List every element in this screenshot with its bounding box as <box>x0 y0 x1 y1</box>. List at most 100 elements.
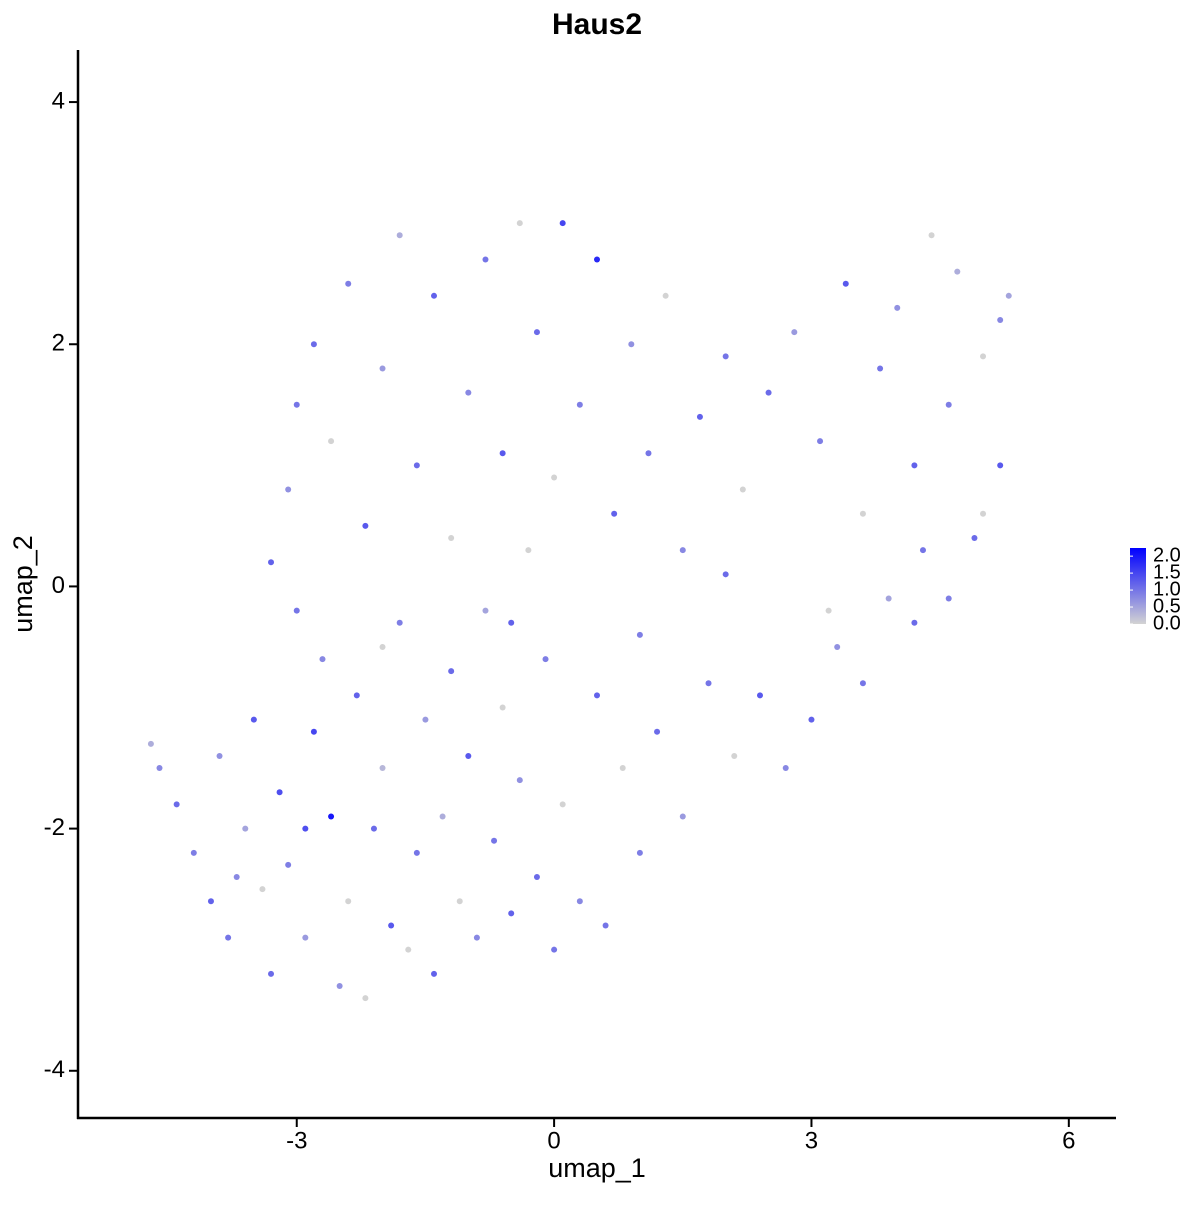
cell-point <box>190 849 197 856</box>
cell-point <box>636 849 643 856</box>
cell-point <box>482 607 489 614</box>
x-tick-label: 6 <box>1062 1127 1075 1154</box>
cell-point <box>1005 292 1012 299</box>
cell-point <box>516 777 523 784</box>
cell-point <box>594 256 600 263</box>
cell-point <box>473 934 480 941</box>
cell-point <box>268 970 275 977</box>
cell-point <box>885 595 892 602</box>
cell-point <box>611 510 618 517</box>
cell-point <box>662 292 669 299</box>
cell-point <box>645 450 652 457</box>
colorbar-label: 0.5 <box>1153 595 1181 617</box>
cell-point <box>731 752 738 759</box>
cell-point <box>911 462 918 469</box>
cell-point <box>859 510 866 517</box>
cell-point <box>310 341 317 348</box>
cell-point <box>310 728 317 735</box>
cell-point <box>216 752 223 759</box>
cell-point <box>293 401 300 408</box>
cell-point <box>233 874 240 881</box>
cell-point <box>508 910 515 917</box>
cell-point <box>997 462 1004 469</box>
cell-point <box>413 849 420 856</box>
cell-point <box>542 656 549 663</box>
cell-point <box>911 619 918 626</box>
cell-point <box>971 534 978 541</box>
cell-point <box>285 486 292 493</box>
cell-point <box>756 692 763 699</box>
cell-point <box>825 607 832 614</box>
x-axis-label: umap_1 <box>548 1153 646 1183</box>
cell-point <box>225 934 232 941</box>
cell-point <box>791 329 798 336</box>
x-tick-label: 3 <box>805 1127 818 1154</box>
cell-point <box>259 886 266 893</box>
cell-point <box>302 934 309 941</box>
cell-point <box>362 522 369 529</box>
cell-point <box>696 413 703 420</box>
cell-point <box>439 813 446 820</box>
cell-point <box>465 752 472 759</box>
cell-point <box>276 789 283 796</box>
cell-point <box>388 922 395 929</box>
cell-point <box>345 898 352 905</box>
x-tick-label: -3 <box>286 1127 307 1154</box>
colorbar-label: 1.5 <box>1153 561 1181 583</box>
cell-point <box>448 534 455 541</box>
cell-point <box>559 220 566 227</box>
colorbar-label: 0.0 <box>1153 612 1181 634</box>
cell-point <box>722 571 729 578</box>
cell-point <box>207 898 214 905</box>
cell-point <box>679 547 686 554</box>
cell-point <box>576 898 583 905</box>
cell-point <box>147 740 154 747</box>
cell-point <box>328 438 335 445</box>
cell-point <box>156 765 163 772</box>
cell-point <box>362 995 369 1002</box>
cell-point <box>654 728 661 735</box>
cell-point <box>705 680 712 687</box>
cell-point <box>499 704 506 711</box>
cell-point <box>980 510 987 517</box>
cell-point <box>628 341 635 348</box>
cell-point <box>576 401 583 408</box>
cell-point <box>928 232 935 239</box>
cell-point <box>302 825 309 832</box>
cell-point <box>980 353 987 360</box>
cell-point <box>336 983 343 990</box>
cell-point <box>328 813 335 820</box>
cell-point <box>293 607 300 614</box>
cell-point <box>516 220 523 227</box>
cell-point <box>765 389 772 396</box>
cell-point <box>782 765 789 772</box>
cell-point <box>491 837 498 844</box>
cell-point <box>619 765 626 772</box>
y-tick-label: 4 <box>52 87 65 114</box>
cell-point <box>551 474 558 481</box>
cell-point <box>396 232 403 239</box>
cell-point <box>405 946 412 953</box>
cell-point <box>919 547 926 554</box>
cell-point <box>499 450 506 457</box>
cell-point <box>533 329 540 336</box>
cell-point <box>379 365 386 372</box>
cell-point <box>431 292 438 299</box>
cell-point <box>456 898 463 905</box>
cell-point <box>345 280 352 287</box>
cell-point <box>448 668 455 675</box>
cell-point <box>379 643 386 650</box>
y-axis-label: umap_2 <box>8 535 38 633</box>
cell-point <box>353 692 360 699</box>
y-tick-label: -2 <box>44 814 65 841</box>
cell-point <box>817 438 824 445</box>
cell-point <box>533 874 540 881</box>
cell-point <box>250 716 257 723</box>
cell-point <box>808 716 815 723</box>
cell-point <box>525 547 532 554</box>
colorbar-label: 2.0 <box>1153 544 1181 566</box>
cell-point <box>739 486 746 493</box>
cell-point <box>285 861 292 868</box>
cell-point <box>508 619 515 626</box>
